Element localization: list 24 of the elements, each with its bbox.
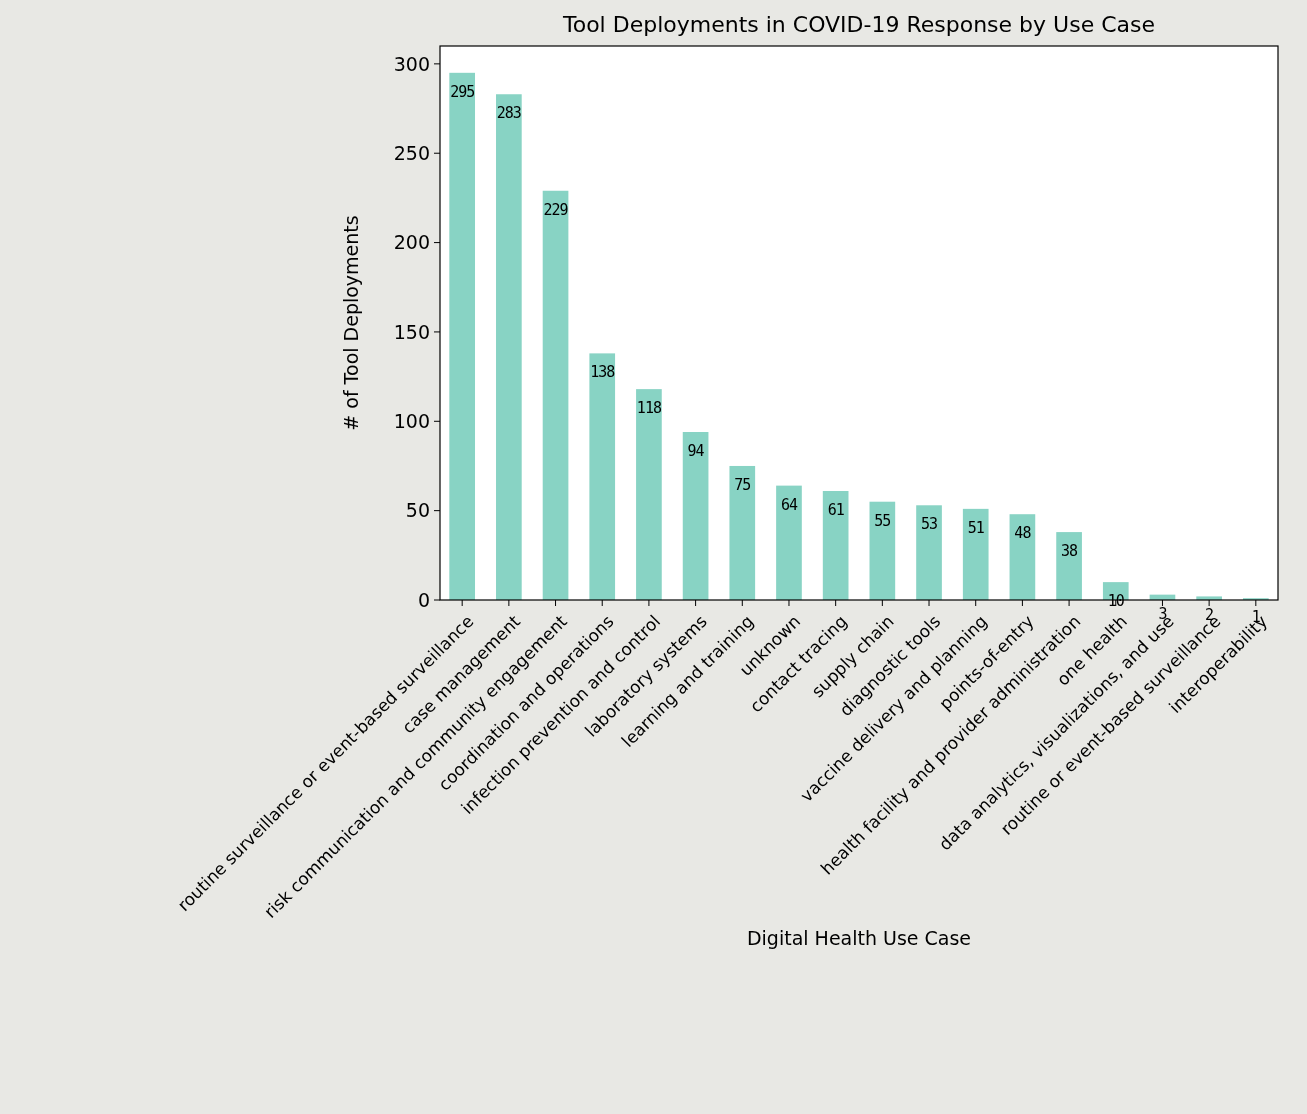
chart-title: Tool Deployments in COVID-19 Response by Use Case (561, 12, 1156, 37)
y-tick-label: 250 (393, 141, 430, 164)
data-label: 94 (687, 442, 705, 461)
y-axis-title: # of Tool Deployments (340, 215, 362, 431)
y-tick-label: 50 (405, 499, 430, 522)
data-label: 53 (921, 515, 938, 534)
data-label: 55 (874, 511, 891, 530)
data-label: 75 (734, 475, 751, 494)
data-label: 229 (543, 200, 569, 219)
y-tick-label: 150 (393, 320, 430, 343)
data-label: 48 (1014, 524, 1032, 543)
data-label: 38 (1061, 542, 1079, 561)
data-label: 283 (496, 104, 521, 123)
data-label: 118 (636, 399, 662, 418)
y-tick-label: 200 (393, 231, 430, 254)
y-tick-label: 0 (417, 588, 430, 611)
y-tick-label: 300 (393, 52, 430, 75)
y-tick-label: 100 (393, 409, 430, 432)
data-label: 51 (967, 518, 985, 537)
data-label: 64 (780, 495, 798, 514)
x-axis-title: Digital Health Use Case (746, 927, 972, 949)
data-label: 295 (450, 82, 475, 101)
data-label: 61 (827, 500, 845, 519)
data-label: 138 (590, 363, 616, 382)
